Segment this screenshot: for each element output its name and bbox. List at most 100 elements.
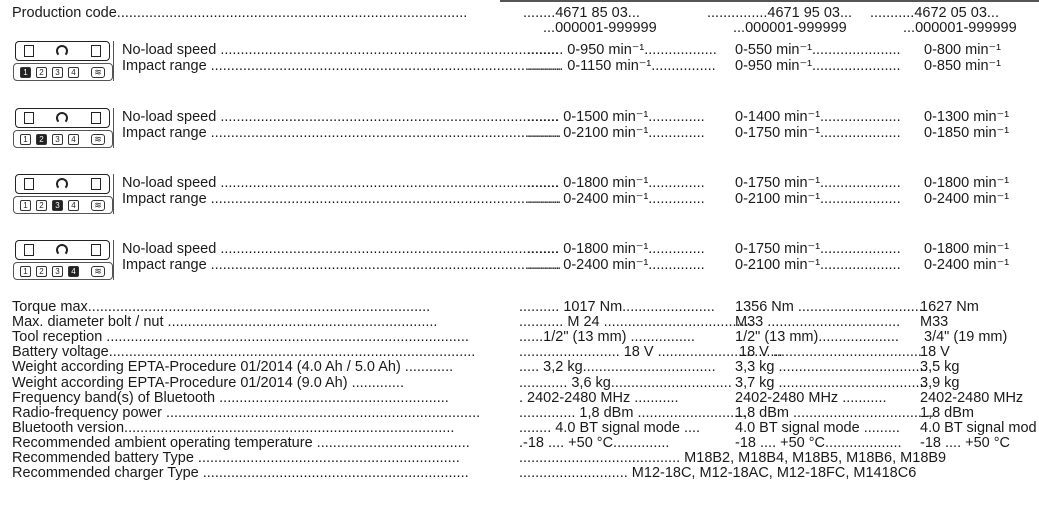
mode-keypad-icon: 1 2 3 4 ≋ (13, 174, 113, 214)
impact-range-value-3: 0-850 min⁻¹ (920, 59, 1001, 74)
spec-value-2: 3,3 kg .................................… (735, 360, 928, 376)
spec-value: ........................... M12-18C, M12… (519, 466, 917, 482)
spec-label: Weight according EPTA-Procedure 01/2014 … (12, 360, 454, 376)
no-load-speed-label: No-load speed ..........................… (122, 176, 559, 191)
mode-bracket (113, 41, 120, 81)
spec-value-3: 3/4" (19 mm) (920, 330, 1008, 346)
serial-range-2: ...000001-999999 (733, 21, 847, 36)
impact-range-value-3: 0-2400 min⁻¹ (920, 258, 1010, 273)
no-load-speed-label: No-load speed ..........................… (122, 43, 559, 58)
impact-range-label: Impact range ...........................… (122, 126, 562, 141)
impact-range-label: Impact range ...........................… (122, 258, 562, 273)
mode-key-4: 4 (68, 266, 79, 277)
wifi-icon: ≋ (91, 200, 105, 211)
spec-value-2: 2402-2480 MHz ........... (735, 390, 887, 406)
spec-label: Max. diameter bolt / nut ...............… (12, 315, 438, 331)
spec-value-1: .............. 1,8 dBm .................… (519, 405, 747, 421)
spec-value-3: M33 (920, 315, 949, 331)
serial-range-1: ...000001-999999 (543, 21, 657, 36)
mode-key-3: 3 (52, 67, 63, 78)
impact-range-value-1: ......... 0-1150 min⁻¹................ (527, 59, 716, 74)
impact-range-value-2: 0-1750 min⁻¹.................... (735, 126, 901, 141)
mode-key-2: 2 (36, 134, 47, 145)
spec-value-3: 4.0 BT signal mode (920, 420, 1037, 436)
impact-range-value-1: ........ 0-2100 min⁻¹.............. (527, 126, 705, 141)
header-rule (500, 0, 1039, 2)
spec-value-1: .-18 .... +50 °C.............. (519, 435, 670, 451)
spec-value-2: 1,8 dBm ................................… (735, 405, 935, 421)
mode-key-4: 4 (68, 67, 79, 78)
spec-value-2: M33 ................................. (735, 315, 901, 331)
wifi-icon: ≋ (91, 67, 105, 78)
spec-value-3: 3,9 kg (920, 375, 960, 391)
spec-value-2: 4.0 BT signal mode ......... (735, 420, 900, 436)
spec-label: Torque max..............................… (12, 300, 431, 315)
no-load-speed-value-3: 0-1800 min⁻¹ (920, 176, 1010, 191)
spec-value-2: 1/2" (13 mm).................... (735, 330, 899, 346)
production-code-1: ........4671 85 03... (523, 6, 640, 21)
spec-value-1: ........... M 24 .......................… (519, 315, 753, 331)
spec-value-2: -18 .... +50 °C................... (735, 435, 902, 451)
spec-label: Recommended battery Type ...............… (12, 451, 460, 466)
spec-value-3: 1,8 dBm (920, 405, 974, 421)
spec-label: Radio-frequency power ..................… (12, 405, 481, 421)
impact-range-value-1: ........ 0-2400 min⁻¹.............. (527, 192, 705, 207)
no-load-speed-value-1: ......... 0-950 min⁻¹.................. (527, 43, 717, 58)
spec-value-2: 1356 Nm ............................... (735, 300, 923, 315)
mode-bracket (113, 240, 120, 280)
mode-key-2: 2 (36, 266, 47, 277)
mode-key-2: 2 (36, 200, 47, 211)
no-load-speed-label: No-load speed ..........................… (122, 242, 559, 257)
spec-value: ........................................… (519, 451, 947, 466)
impact-range-value-3: 0-1850 min⁻¹ (920, 126, 1010, 141)
mode-key-3: 3 (52, 266, 63, 277)
spec-value-3: -18 .... +50 °C (920, 435, 1011, 451)
mode-bracket (113, 108, 120, 148)
mode-keypad-icon: 1 2 3 4 ≋ (13, 240, 113, 280)
no-load-speed-value-2: 0-1750 min⁻¹.................... (735, 242, 901, 257)
no-load-speed-value-1: ........ 0-1500 min⁻¹.............. (527, 110, 705, 125)
spec-value-2: 18 V ...................................… (735, 345, 922, 361)
spec-value-3: 18 V (920, 345, 950, 361)
mode-key-1: 1 (20, 134, 31, 145)
no-load-speed-value-3: 0-1300 min⁻¹ (920, 110, 1010, 125)
spec-label: Frequency band(s) of Bluetooth .........… (12, 390, 449, 406)
serial-range-3: ...000001-999999 (903, 21, 1017, 36)
spec-value-1: . 2402-2480 MHz ........... (519, 390, 679, 406)
no-load-speed-value-2: 0-550 min⁻¹...................... (735, 43, 901, 58)
mode-keypad-icon: 1 2 3 4 ≋ (13, 41, 113, 81)
mode-key-3: 3 (52, 134, 63, 145)
mode-key-1: 1 (20, 266, 31, 277)
mode-keypad-icon: 1 2 3 4 ≋ (13, 108, 113, 148)
impact-range-value-2: 0-2100 min⁻¹.................... (735, 258, 901, 273)
mode-key-2: 2 (36, 67, 47, 78)
production-code-label: Production code.........................… (12, 5, 468, 21)
mode-key-1: 1 (20, 200, 31, 211)
no-load-speed-value-2: 0-1750 min⁻¹.................... (735, 176, 901, 191)
no-load-speed-value-2: 0-1400 min⁻¹.................... (735, 110, 901, 125)
impact-range-value-3: 0-2400 min⁻¹ (920, 192, 1010, 207)
spec-value-1: ..... 3,2 kg............................… (519, 360, 716, 376)
spec-value-3: 3,5 kg (920, 360, 960, 376)
spec-label: Recommended charger Type ...............… (12, 466, 469, 482)
spec-value-1: ......1/2" (13 mm) ................ (519, 330, 695, 346)
production-code-3: ...........4672 05 03... (870, 6, 999, 21)
spec-value-1: ......................... 18 V .........… (519, 345, 783, 361)
impact-range-value-2: 0-950 min⁻¹...................... (735, 59, 901, 74)
spec-value-3: 1627 Nm (920, 300, 979, 315)
spec-label: Weight according EPTA-Procedure 01/2014 … (12, 375, 404, 391)
no-load-speed-label: No-load speed ..........................… (122, 110, 559, 125)
spec-value-1: .......... 1017 Nm......................… (519, 300, 715, 315)
mode-key-1: 1 (20, 67, 31, 78)
spec-label: Recommended ambient operating temperatur… (12, 435, 470, 451)
wifi-icon: ≋ (91, 266, 105, 277)
spec-value-1: ............ 3,6 kg.....................… (519, 375, 732, 391)
spec-value-2: 3,7 kg .................................… (735, 375, 928, 391)
spec-value-1: ........ 4.0 BT signal mode .... (519, 420, 701, 436)
impact-range-label: Impact range ...........................… (122, 59, 562, 74)
spec-label: Tool reception .........................… (12, 330, 469, 346)
production-code-2: ...............4671 95 03... (707, 6, 853, 21)
mode-key-4: 4 (68, 134, 79, 145)
impact-range-label: Impact range ...........................… (122, 192, 562, 207)
impact-range-value-1: ........ 0-2400 min⁻¹.............. (527, 258, 705, 273)
